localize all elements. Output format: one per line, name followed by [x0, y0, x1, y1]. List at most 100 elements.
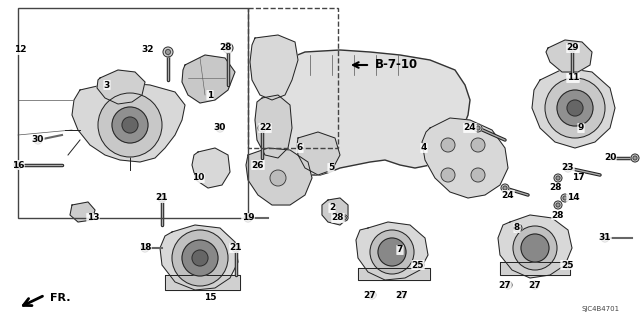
Text: 1: 1 [207, 91, 213, 100]
Text: 19: 19 [242, 213, 254, 222]
Text: 25: 25 [561, 261, 573, 270]
Text: 17: 17 [572, 174, 584, 182]
Circle shape [601, 234, 609, 242]
Text: 27: 27 [364, 291, 376, 300]
Text: 28: 28 [219, 43, 231, 53]
Circle shape [556, 203, 560, 207]
Circle shape [223, 43, 233, 53]
Polygon shape [422, 118, 508, 198]
Text: 22: 22 [259, 123, 271, 132]
Polygon shape [297, 132, 340, 175]
Text: 6: 6 [297, 144, 303, 152]
Polygon shape [182, 55, 235, 103]
Text: 14: 14 [566, 194, 579, 203]
Circle shape [370, 293, 374, 297]
Text: 21: 21 [156, 194, 168, 203]
Circle shape [545, 78, 605, 138]
Circle shape [563, 196, 567, 200]
Polygon shape [498, 215, 572, 278]
Circle shape [554, 174, 562, 182]
Circle shape [232, 244, 240, 252]
Text: SJC4B4701: SJC4B4701 [582, 306, 620, 312]
Circle shape [225, 46, 230, 50]
Polygon shape [356, 222, 428, 280]
Circle shape [192, 250, 208, 266]
Circle shape [564, 164, 572, 172]
Circle shape [342, 215, 348, 221]
Circle shape [474, 124, 482, 132]
Text: 2: 2 [329, 204, 335, 212]
Polygon shape [250, 35, 298, 100]
Circle shape [122, 117, 138, 133]
Circle shape [631, 154, 639, 162]
Circle shape [554, 201, 562, 209]
Circle shape [416, 261, 424, 269]
Text: 15: 15 [204, 293, 216, 302]
Text: 28: 28 [548, 183, 561, 192]
Circle shape [254, 161, 262, 169]
Circle shape [216, 124, 224, 132]
Polygon shape [532, 68, 615, 148]
Circle shape [246, 216, 250, 220]
Circle shape [566, 166, 570, 170]
Text: 8: 8 [514, 224, 520, 233]
Text: 20: 20 [604, 153, 616, 162]
Text: 21: 21 [230, 243, 243, 253]
Text: 10: 10 [192, 174, 204, 182]
Text: 11: 11 [567, 73, 579, 83]
Bar [18, 8, 248, 218]
Circle shape [378, 238, 406, 266]
Circle shape [501, 184, 509, 192]
Circle shape [516, 226, 520, 230]
Circle shape [418, 263, 422, 267]
Circle shape [370, 230, 414, 274]
Circle shape [570, 46, 574, 50]
Text: 18: 18 [139, 243, 151, 253]
Polygon shape [97, 70, 145, 104]
Circle shape [98, 93, 162, 157]
Bar [248, 8, 338, 148]
Circle shape [260, 126, 264, 130]
Text: FR.: FR. [50, 293, 70, 303]
Text: 30: 30 [214, 123, 226, 132]
Circle shape [561, 194, 569, 202]
Circle shape [258, 124, 266, 132]
Circle shape [234, 246, 238, 250]
Circle shape [166, 49, 170, 55]
Polygon shape [246, 148, 312, 205]
Polygon shape [255, 95, 292, 158]
Circle shape [557, 90, 593, 126]
Circle shape [244, 214, 252, 222]
Circle shape [633, 156, 637, 160]
Text: 7: 7 [397, 246, 403, 255]
Text: 24: 24 [464, 123, 476, 132]
Circle shape [112, 107, 148, 143]
Polygon shape [278, 50, 470, 175]
Polygon shape [160, 225, 238, 290]
Circle shape [513, 226, 557, 270]
Circle shape [556, 176, 560, 180]
Text: 5: 5 [328, 164, 334, 173]
Text: 30: 30 [32, 136, 44, 145]
Polygon shape [192, 148, 230, 188]
Circle shape [163, 47, 173, 57]
Polygon shape [70, 202, 95, 222]
Circle shape [514, 224, 522, 232]
Text: 31: 31 [599, 234, 611, 242]
Text: 24: 24 [502, 190, 515, 199]
Text: 26: 26 [252, 160, 264, 169]
Polygon shape [322, 198, 348, 225]
Circle shape [533, 283, 537, 287]
Circle shape [344, 217, 346, 219]
Circle shape [566, 263, 570, 267]
Circle shape [158, 194, 166, 202]
Circle shape [531, 281, 539, 289]
Polygon shape [500, 262, 570, 275]
Circle shape [218, 126, 222, 130]
Text: 28: 28 [552, 211, 564, 219]
Circle shape [398, 291, 406, 299]
Circle shape [368, 291, 376, 299]
Circle shape [16, 163, 20, 167]
Text: 27: 27 [529, 280, 541, 290]
Text: 25: 25 [412, 261, 424, 270]
